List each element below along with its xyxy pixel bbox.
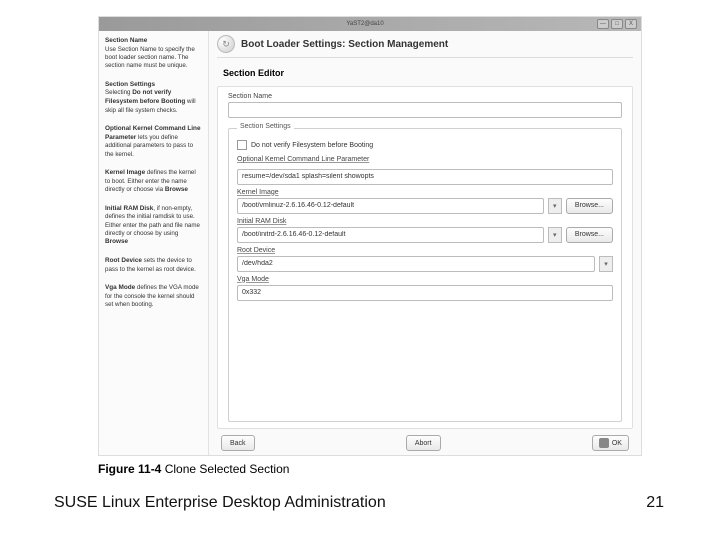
main-header: ↻ Boot Loader Settings: Section Manageme…	[217, 35, 633, 58]
titlebar-buttons: — □ X	[597, 19, 637, 29]
initrd-label: Initial RAM Disk	[237, 218, 613, 225]
page-title: Boot Loader Settings: Section Management	[241, 39, 448, 50]
ok-icon	[599, 438, 609, 448]
section-editor-label: Section Editor	[223, 68, 633, 78]
ok-button[interactable]: OK	[592, 435, 629, 451]
vga-mode-label: Vga Mode	[237, 276, 613, 283]
noverify-checkbox[interactable]	[237, 140, 247, 150]
help-p7a: Vga Mode	[105, 284, 135, 291]
root-device-label: Root Device	[237, 247, 613, 254]
help-h2: Section Settings	[105, 81, 155, 88]
figure-text: Clone Selected Section	[165, 462, 290, 476]
ok-label: OK	[612, 440, 622, 447]
vga-mode-input[interactable]	[237, 285, 613, 301]
window-titlebar: YaST2@da10 — □ X	[99, 17, 641, 31]
help-h1: Section Name	[105, 37, 147, 44]
optparam-label: Optional Kernel Command Line Parameter	[237, 156, 613, 163]
main-panel: ↻ Boot Loader Settings: Section Manageme…	[209, 31, 641, 455]
course-title: SUSE Linux Enterprise Desktop Administra…	[54, 494, 386, 512]
root-device-input[interactable]	[237, 256, 595, 272]
noverify-checkbox-label: Do not verify Filesystem before Booting	[251, 142, 373, 149]
close-button[interactable]: X	[625, 19, 637, 29]
help-p5a: Initial RAM Disk	[105, 205, 153, 212]
optparam-input[interactable]	[237, 169, 613, 185]
abort-button[interactable]: Abort	[406, 435, 441, 451]
maximize-button[interactable]: □	[611, 19, 623, 29]
root-device-dropdown[interactable]: ▾	[599, 256, 613, 272]
kernel-image-label: Kernel Image	[237, 189, 613, 196]
section-name-input[interactable]	[228, 102, 622, 118]
section-settings-fieldset: Section Settings Do not verify Filesyste…	[228, 128, 622, 422]
kernel-browse-button[interactable]: Browse...	[566, 198, 613, 214]
figure-number: Figure 11-4	[98, 462, 165, 476]
help-sidebar: Section Name Use Section Name to specify…	[99, 31, 209, 455]
editor-area: Section Name Section Settings Do not ver…	[217, 86, 633, 429]
footer-buttons: Back Abort OK	[217, 429, 633, 451]
page-number: 21	[646, 494, 664, 512]
help-p2a: Selecting	[105, 89, 132, 96]
window-body: Section Name Use Section Name to specify…	[99, 31, 641, 455]
section-name-label: Section Name	[228, 93, 622, 100]
noverify-checkbox-row[interactable]: Do not verify Filesystem before Booting	[237, 140, 613, 150]
yast-window: YaST2@da10 — □ X Section Name Use Sectio…	[98, 16, 642, 456]
back-button[interactable]: Back	[221, 435, 255, 451]
fieldset-legend: Section Settings	[237, 123, 294, 130]
kernel-image-input[interactable]	[237, 198, 544, 214]
window-title: YaST2@da10	[133, 21, 597, 27]
initrd-input[interactable]	[237, 227, 544, 243]
initrd-browse-button[interactable]: Browse...	[566, 227, 613, 243]
help-p4a: Kernel Image	[105, 169, 145, 176]
help-p6a: Root Device	[105, 257, 142, 264]
kernel-image-dropdown[interactable]: ▾	[548, 198, 562, 214]
reload-icon: ↻	[217, 35, 235, 53]
initrd-dropdown[interactable]: ▾	[548, 227, 562, 243]
help-p1: Use Section Name to specify the boot loa…	[105, 46, 195, 70]
help-p4c: Browse	[165, 186, 188, 193]
minimize-button[interactable]: —	[597, 19, 609, 29]
figure-caption: Figure 11-4 Clone Selected Section	[98, 462, 289, 476]
help-p5c: Browse	[105, 238, 128, 245]
